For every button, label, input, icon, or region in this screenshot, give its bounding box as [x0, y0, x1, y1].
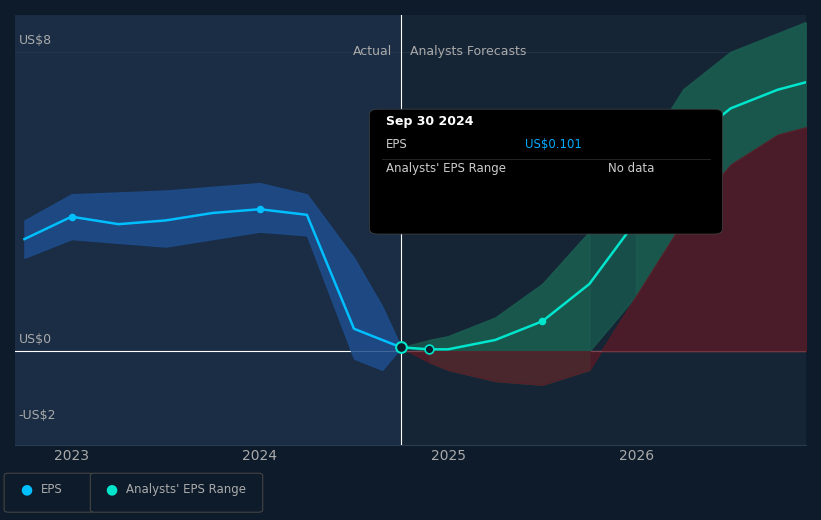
- Text: Analysts' EPS Range: Analysts' EPS Range: [386, 162, 506, 175]
- Text: Sep 30 2024: Sep 30 2024: [386, 115, 474, 128]
- Bar: [15, 15, 401, 445]
- Text: Analysts Forecasts: Analysts Forecasts: [410, 45, 527, 58]
- Text: US$0.101: US$0.101: [525, 138, 582, 151]
- Point: [395, 343, 408, 352]
- Text: No data: No data: [608, 162, 654, 175]
- Bar: [401, 15, 806, 445]
- Text: US$8: US$8: [19, 34, 52, 47]
- Point: [536, 317, 549, 326]
- Text: Analysts' EPS Range: Analysts' EPS Range: [126, 483, 245, 496]
- Text: EPS: EPS: [41, 483, 62, 496]
- Text: US$0: US$0: [19, 333, 52, 346]
- Point: [65, 213, 78, 221]
- Text: -US$2: -US$2: [19, 409, 57, 422]
- Text: Actual: Actual: [352, 45, 392, 58]
- Text: ●: ●: [21, 482, 33, 496]
- Point: [677, 141, 690, 150]
- Point: [423, 345, 436, 354]
- Text: EPS: EPS: [386, 138, 407, 151]
- Text: ●: ●: [105, 482, 117, 496]
- Point: [253, 205, 266, 213]
